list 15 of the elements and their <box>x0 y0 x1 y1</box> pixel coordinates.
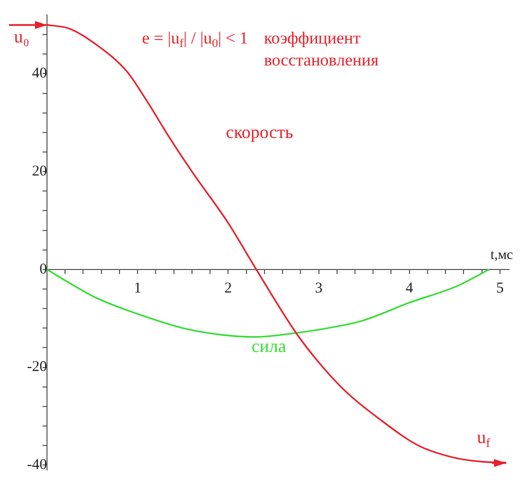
x-tick-label: 3 <box>315 280 323 296</box>
y-tick-label: 40 <box>32 66 47 82</box>
x-tick-label: 5 <box>496 280 504 296</box>
y-tick-label: 20 <box>32 163 47 180</box>
x-tick-label: 1 <box>134 280 142 296</box>
y-tick-label: -20 <box>27 359 47 376</box>
text: u₀ <box>14 26 30 46</box>
x-tick-label: 4 <box>406 280 414 296</box>
x-tick-label: 2 <box>224 280 232 296</box>
annotation: скорость <box>226 122 294 142</box>
line-series <box>47 268 490 338</box>
x-axis-title: t,мс <box>490 248 514 264</box>
y-tick-label: -40 <box>27 457 47 474</box>
annotation: коэффициент восстановления <box>264 28 379 70</box>
annotation: сила <box>251 336 286 356</box>
